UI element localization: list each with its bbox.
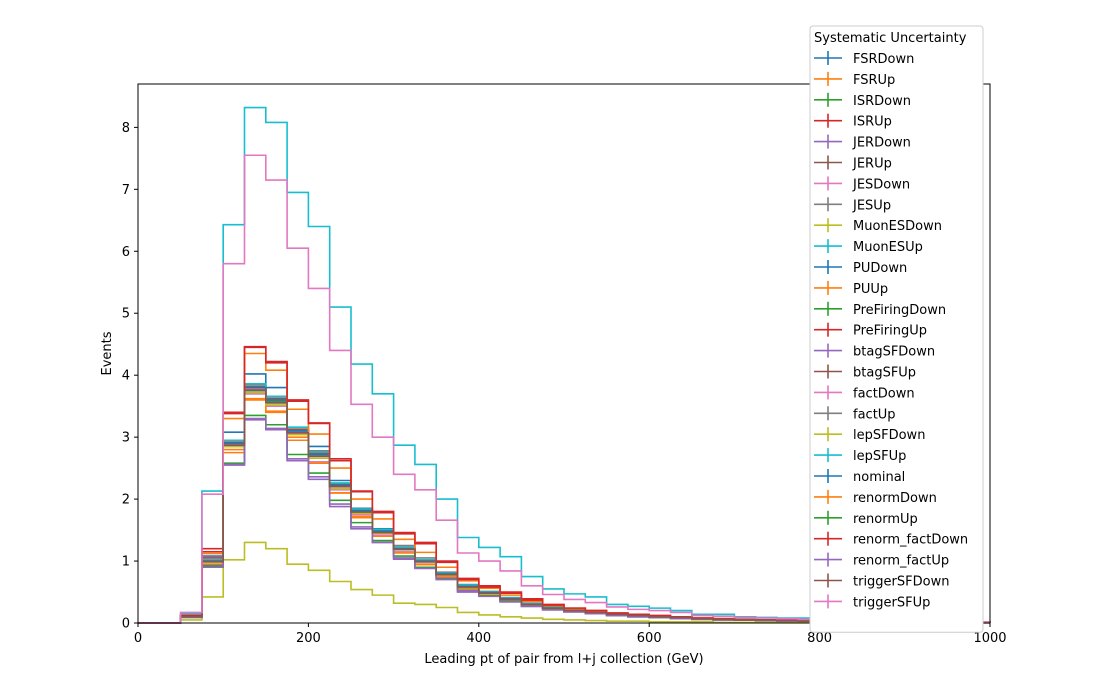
legend-item-PreFiringDown: PreFiringDown — [814, 301, 946, 318]
legend-label: renormDown — [853, 491, 937, 506]
legend-item-renorm_factDown: renorm_factDown — [814, 531, 968, 548]
y-tick-label: 8 — [122, 121, 130, 136]
legend-item-renormUp: renormUp — [814, 510, 918, 527]
y-tick-label: 4 — [122, 369, 130, 384]
legend: Systematic Uncertainty FSRDown FSRUp ISRDo… — [809, 25, 984, 633]
legend-item-nominal: nominal — [814, 469, 905, 485]
legend-item-FSRDown: FSRDown — [814, 51, 914, 67]
y-tick-label: 5 — [122, 307, 130, 322]
legend-item-triggerSFUp: triggerSFUp — [814, 594, 930, 610]
y-tick-label: 2 — [122, 493, 130, 508]
legend-item-lepSFDown: lepSFDown — [814, 427, 925, 443]
legend-title: Systematic Uncertainty — [814, 31, 967, 46]
legend-label: nominal — [853, 470, 905, 485]
legend-label: MuonESUp — [853, 240, 923, 255]
legend-item-ISRDown: ISRDown — [814, 92, 911, 109]
legend-item-factUp: factUp — [814, 406, 896, 422]
legend-label: lepSFDown — [853, 428, 925, 443]
legend-label: JESUp — [852, 198, 891, 213]
legend-label: renorm_factDown — [853, 533, 968, 548]
legend-items: FSRDown FSRUp ISRDown ISRUp JERDown JERUp JESD… — [814, 51, 968, 610]
legend-label: triggerSFDown — [853, 575, 949, 590]
legend-label: btagSFDown — [853, 345, 935, 360]
legend-item-factDown: factDown — [814, 385, 915, 401]
legend-item-JESDown: JESDown — [814, 176, 910, 192]
legend-item-JERDown: JERDown — [814, 134, 911, 151]
x-tick-label: 800 — [807, 631, 832, 646]
y-tick-label: 7 — [122, 183, 130, 198]
legend-item-ISRUp: ISRUp — [814, 113, 892, 130]
legend-item-btagSFUp: btagSFUp — [814, 364, 916, 381]
legend-item-btagSFDown: btagSFDown — [814, 343, 935, 360]
legend-item-lepSFUp: lepSFUp — [814, 448, 906, 464]
legend-label: JERDown — [852, 136, 911, 151]
x-tick-label: 400 — [466, 631, 491, 646]
legend-label: triggerSFUp — [853, 595, 930, 610]
legend-label: renorm_factUp — [853, 554, 949, 569]
series-line-triggerSFDown — [138, 389, 991, 624]
legend-item-triggerSFDown: triggerSFDown — [814, 573, 949, 590]
legend-label: btagSFUp — [853, 366, 916, 381]
legend-label: JERUp — [852, 157, 892, 172]
legend-label: ISRUp — [853, 115, 892, 130]
x-axis: 0 200 400 600 800 1000 — [134, 623, 1007, 646]
legend-item-MuonESUp: MuonESUp — [814, 239, 923, 255]
plot-series — [138, 106, 991, 624]
legend-item-renormDown: renormDown — [814, 489, 937, 506]
legend-label: JESDown — [852, 177, 910, 192]
y-tick-label: 3 — [122, 431, 130, 446]
legend-label: factDown — [853, 386, 915, 401]
plot-frame — [137, 83, 991, 624]
legend-item-JERUp: JERUp — [814, 155, 892, 172]
legend-label: ISRDown — [853, 94, 911, 109]
y-tick-label: 1 — [122, 555, 130, 570]
legend-label: PUUp — [853, 282, 888, 297]
legend-box — [809, 25, 984, 633]
series-line-MuonESDown — [138, 541, 990, 624]
legend-label: PUDown — [853, 261, 907, 276]
legend-item-MuonESDown: MuonESDown — [814, 218, 942, 234]
legend-label: PreFiringUp — [853, 324, 927, 339]
y-axis-label: Events — [100, 331, 115, 375]
y-tick-label: 6 — [122, 245, 130, 260]
x-tick-label: 1000 — [973, 631, 1006, 646]
legend-item-PUDown: PUDown — [814, 260, 907, 276]
legend-item-PreFiringUp: PreFiringUp — [814, 322, 927, 339]
legend-label: renormUp — [853, 512, 918, 527]
legend-label: FSRDown — [853, 52, 914, 67]
x-tick-label: 600 — [637, 631, 662, 646]
legend-label: PreFiringDown — [853, 303, 946, 318]
legend-label: FSRUp — [853, 73, 895, 88]
legend-item-JESUp: JESUp — [814, 197, 891, 213]
legend-item-PUUp: PUUp — [814, 280, 888, 297]
y-axis: 0 1 2 3 4 5 6 7 8 — [122, 121, 138, 632]
x-tick-label: 200 — [296, 631, 321, 646]
legend-item-FSRUp: FSRUp — [814, 71, 895, 88]
legend-label: lepSFUp — [853, 449, 906, 464]
legend-item-renorm_factUp: renorm_factUp — [814, 552, 949, 569]
legend-label: factUp — [853, 407, 896, 422]
y-tick-label: 0 — [122, 617, 130, 632]
legend-label: MuonESDown — [853, 219, 942, 234]
x-axis-label: Leading pt of pair from l+j collection (… — [424, 652, 703, 667]
x-tick-label: 0 — [134, 631, 142, 646]
